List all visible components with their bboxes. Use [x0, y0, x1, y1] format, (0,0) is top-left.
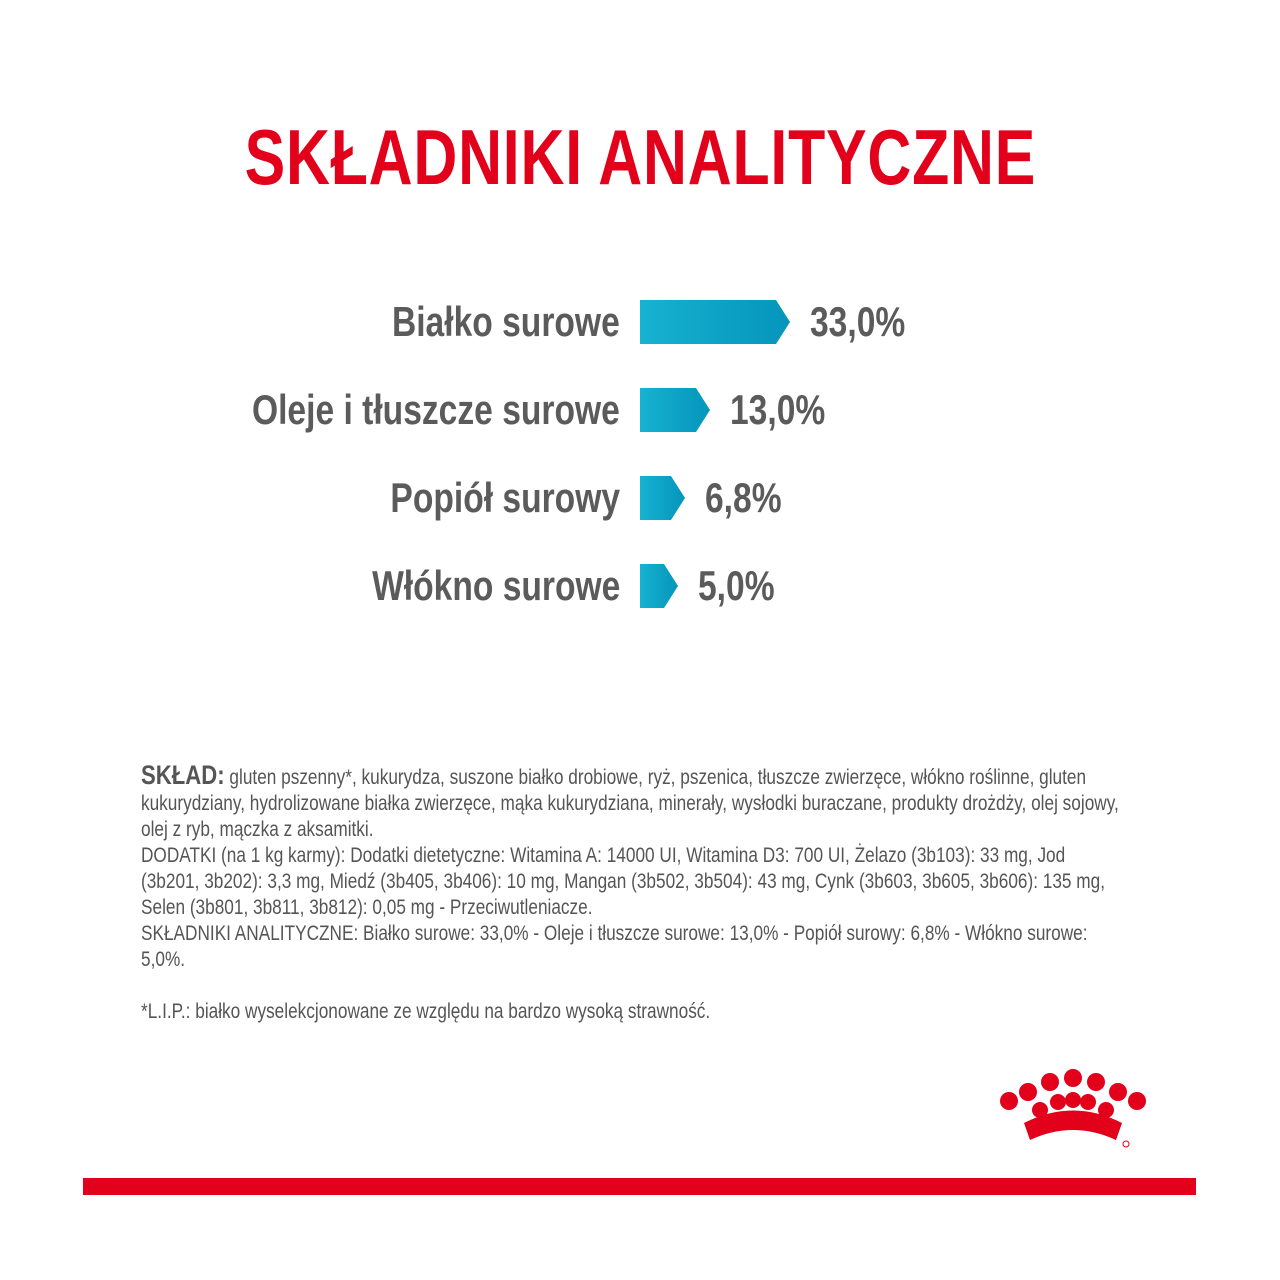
composition-paragraph: SKŁAD: gluten pszenny*, kukurydza, suszo…: [141, 760, 1119, 842]
spacer: [141, 973, 1125, 999]
bar: [640, 300, 790, 344]
footnote: *L.I.P.: białko wyselekcjonowane ze wzgl…: [141, 1000, 711, 1023]
chart-row: Popiół surowy 6,8%: [0, 473, 1280, 523]
composition-text: SKŁAD: gluten pszenny*, kukurydza, suszo…: [141, 762, 1125, 1025]
page-title: SKŁADNIKI ANALITYCZNE: [244, 113, 1036, 201]
category-label: Włókno surowe: [371, 562, 620, 609]
royal-canin-crown-logo: [1000, 1069, 1146, 1148]
category-label: Popiół surowy: [390, 474, 620, 521]
chart-row: Włókno surowe 5,0%: [0, 561, 1280, 611]
value-label: 13,0%: [730, 386, 826, 433]
category-label: Białko surowe: [392, 298, 620, 345]
value-label: 6,8%: [705, 474, 782, 521]
value-label: 33,0%: [810, 298, 906, 345]
bar: [640, 564, 678, 608]
additives-paragraph: DODATKI (na 1 kg karmy): Dodatki dietety…: [141, 844, 1105, 919]
chart-row: Białko surowe 33,0%: [0, 297, 1280, 347]
analytical-paragraph: SKŁADNIKI ANALITYCZNE: Białko surowe: 33…: [141, 922, 1088, 971]
chart-row: Oleje i tłuszcze surowe 13,0%: [0, 385, 1280, 435]
composition-heading: SKŁAD:: [141, 760, 225, 790]
category-label: Oleje i tłuszcze surowe: [252, 386, 620, 433]
brand-red-line: [83, 1178, 1196, 1195]
bar: [640, 388, 710, 432]
value-label: 5,0%: [698, 562, 775, 609]
bar: [640, 476, 685, 520]
